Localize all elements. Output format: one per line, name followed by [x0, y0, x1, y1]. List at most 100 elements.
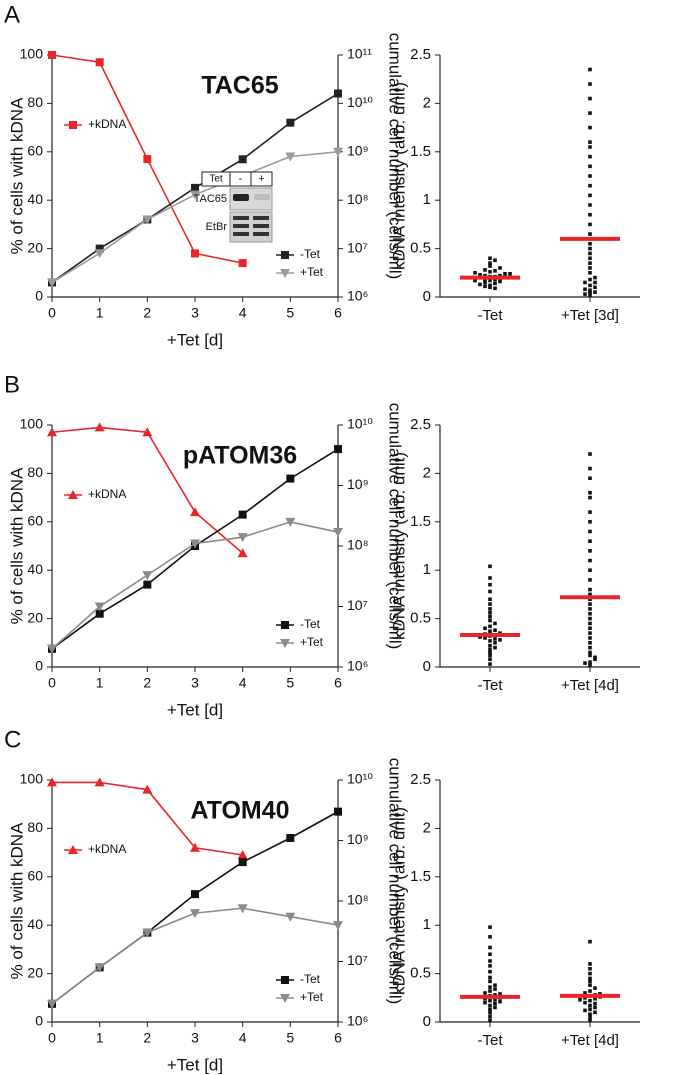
dot: [588, 979, 592, 984]
y-tick-label: 80: [27, 464, 43, 480]
dot: [588, 183, 592, 188]
dot: [488, 261, 492, 265]
marker: [94, 422, 105, 432]
y-tick-label: 0.5: [410, 610, 431, 627]
y-tick-label: 60: [27, 143, 43, 159]
dot: [588, 602, 592, 606]
y2-tick-label: 10⁸: [347, 191, 369, 207]
marker: [334, 89, 342, 98]
dot: [488, 662, 492, 666]
dot: [498, 992, 502, 996]
dot: [493, 258, 497, 263]
x-tick-label: 5: [286, 675, 294, 691]
x-axis-label: +Tet [d]: [167, 1055, 223, 1074]
dot: [488, 925, 492, 929]
dot: [588, 621, 592, 626]
dot: [483, 284, 487, 289]
y-tick-label: 80: [27, 819, 43, 835]
dot: [488, 576, 492, 580]
dot: [488, 935, 492, 939]
dot: [588, 212, 592, 217]
legend-label: +kDNA: [88, 487, 126, 501]
inset-frame: [201, 171, 273, 187]
dot: [588, 1018, 592, 1022]
dot: [488, 607, 492, 611]
marker: [238, 510, 247, 519]
chart-title: TAC65: [201, 72, 278, 100]
dot: [488, 639, 492, 643]
marker: [94, 249, 105, 259]
marker: [237, 533, 248, 543]
dot: [588, 261, 592, 265]
dot: [498, 279, 502, 284]
y2-tick-label: 10⁹: [347, 476, 369, 492]
y-tick-label: 2: [423, 819, 431, 836]
y2-tick-label: 10⁷: [347, 597, 368, 613]
dot: [488, 614, 492, 619]
y-axis-label: % of cells with kDNA: [7, 467, 26, 624]
y-tick-label: 2.5: [410, 46, 431, 63]
x-axis-label: +Tet [d]: [167, 700, 223, 719]
x-tick-label: 2: [143, 305, 151, 321]
dot: [588, 660, 592, 664]
dot: [488, 624, 492, 629]
dot: [493, 983, 497, 988]
dot: [488, 264, 492, 268]
dot: [588, 291, 592, 295]
dot: [593, 1005, 597, 1010]
blot-band: [254, 194, 270, 200]
dot: [488, 945, 492, 950]
dot: [478, 282, 482, 287]
marker: [286, 118, 295, 127]
dot: [588, 592, 592, 597]
x-tick-label: 1: [96, 305, 104, 321]
dot: [588, 271, 592, 275]
dot: [588, 283, 592, 288]
dot: [488, 985, 492, 989]
y-tick-label: 20: [27, 609, 43, 625]
y-tick-label: 20: [27, 239, 43, 255]
inset-lane: -: [239, 173, 243, 185]
dot: [588, 510, 592, 514]
marker: [190, 190, 200, 200]
x-tick-label: -Tet: [477, 307, 503, 324]
dot: [588, 1012, 592, 1017]
x-tick-label: 6: [334, 1030, 342, 1046]
legend-label: +kDNA: [88, 117, 126, 131]
marker: [191, 249, 199, 258]
y-axis-label: kDNA intensity (arb. unit): [389, 807, 408, 995]
y2-axis-label: cumulative cell number (cells/ml): [386, 758, 405, 1005]
panel-label: A: [4, 1, 20, 28]
y2-tick-label: 10⁷: [347, 952, 368, 968]
marker: [286, 474, 295, 483]
marker: [47, 999, 57, 1009]
marker: [190, 539, 200, 549]
dot: [488, 964, 492, 968]
dot: [588, 241, 592, 246]
dot: [583, 991, 587, 995]
legend-label: +Tet: [300, 635, 324, 649]
marker: [285, 152, 296, 162]
gel-band: [233, 216, 249, 220]
x-tick-label: 4: [239, 1030, 247, 1046]
dot: [593, 280, 597, 285]
dot: [588, 495, 592, 500]
dot: [488, 979, 492, 984]
marker: [142, 928, 153, 938]
y-tick-label: 0: [35, 658, 43, 674]
y-tick-label: 40: [27, 916, 43, 932]
y-axis-label: % of cells with kDNA: [7, 822, 26, 979]
dot: [583, 280, 587, 285]
x-tick-label: 0: [48, 1030, 56, 1046]
legend-label: -Tet: [300, 247, 321, 261]
marker: [191, 183, 199, 192]
y-tick-label: 20: [27, 964, 43, 980]
legend-marker: [68, 490, 78, 499]
y-tick-label: 1.5: [410, 143, 431, 160]
marker: [191, 890, 199, 899]
legend-label: +kDNA: [88, 842, 126, 856]
y-axis-label: kDNA intensity (arb. unit): [389, 452, 408, 640]
y-tick-label: 1.5: [410, 513, 431, 530]
legend-label: +Tet: [300, 265, 324, 279]
dot: [588, 578, 592, 582]
